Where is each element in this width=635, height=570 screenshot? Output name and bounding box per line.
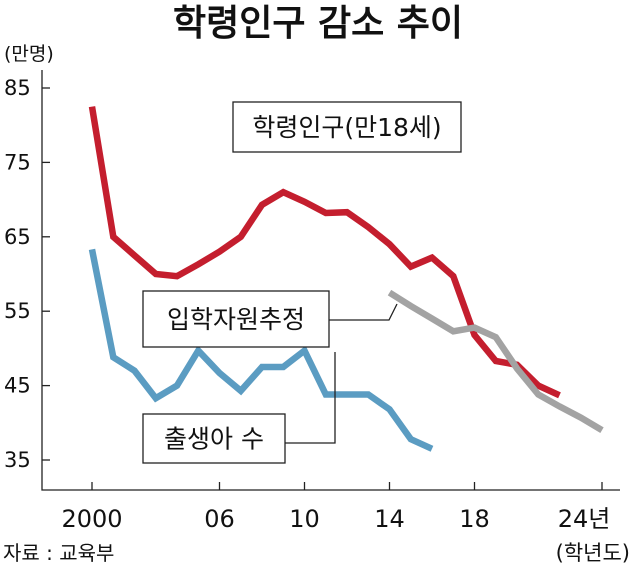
- x-tick-label: 24년: [558, 505, 611, 533]
- x-tick-label: 14: [374, 505, 405, 533]
- source-label: 자료 : 교육부: [3, 541, 114, 565]
- chart-title: 학령인구 감소 추이: [173, 3, 463, 44]
- axes-frame: [41, 70, 620, 491]
- x-tick-label: 2000: [61, 505, 122, 533]
- y-tick-label: 75: [4, 150, 31, 174]
- y-tick-label: 45: [4, 374, 31, 398]
- legend-births-box: [142, 413, 286, 464]
- legend-school-age-pop-label: 학령인구(만18세): [252, 113, 441, 142]
- y-tick-label: 55: [4, 299, 31, 323]
- y-tick-label: 65: [4, 225, 31, 249]
- legend-school-age-pop-box: [232, 101, 462, 153]
- x-unit-label: (학년도): [556, 541, 630, 565]
- x-tick-label: 18: [459, 505, 490, 533]
- legend-admission-estimate-leader: [329, 303, 398, 321]
- legend-admission-estimate-box: [142, 290, 330, 348]
- unit-label: (만명): [4, 43, 54, 65]
- legend-births-label: 출생아 수: [164, 425, 264, 454]
- y-tick-label: 85: [4, 76, 31, 100]
- x-tick-label: 10: [289, 505, 320, 533]
- y-tick-label: 35: [4, 448, 31, 472]
- x-tick-label: 06: [204, 505, 235, 533]
- legend-births-leader: [285, 352, 336, 444]
- plot-area: 35 45 55 65 75 85 2000 06 10 14 18 24년 학령인구(만18세) 입학자…: [4, 70, 620, 533]
- legend-admission-estimate-label: 입학자원추정: [167, 305, 305, 334]
